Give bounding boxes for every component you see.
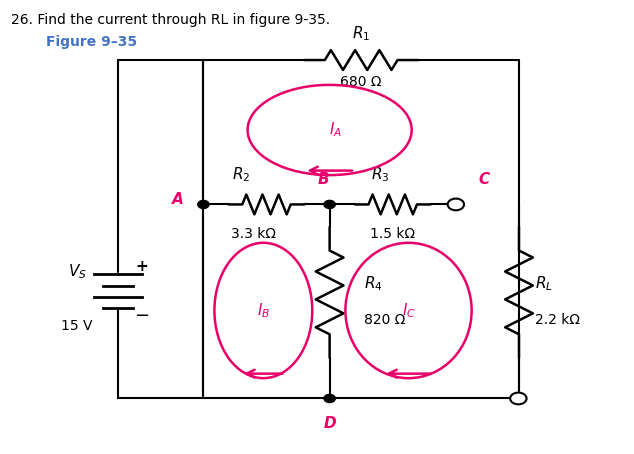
Circle shape — [198, 200, 209, 208]
Text: 1.5 kΩ: 1.5 kΩ — [370, 227, 415, 241]
Text: $R_L$: $R_L$ — [534, 274, 553, 293]
Circle shape — [324, 200, 335, 208]
Text: $V_S$: $V_S$ — [68, 263, 87, 281]
Text: 680 Ω: 680 Ω — [340, 75, 382, 89]
Text: Figure 9–35: Figure 9–35 — [46, 35, 137, 49]
Text: $I_C$: $I_C$ — [401, 301, 415, 320]
Text: $R_3$: $R_3$ — [371, 166, 389, 184]
Text: 2.2 kΩ: 2.2 kΩ — [534, 312, 579, 326]
Text: 3.3 kΩ: 3.3 kΩ — [231, 227, 276, 241]
Text: A: A — [172, 192, 184, 207]
Text: B: B — [318, 172, 329, 187]
Circle shape — [448, 198, 464, 210]
Text: 820 Ω: 820 Ω — [365, 312, 406, 326]
Circle shape — [510, 393, 527, 405]
Text: $R_2$: $R_2$ — [232, 166, 250, 184]
Text: $I_A$: $I_A$ — [330, 121, 342, 139]
Text: −: − — [134, 307, 150, 326]
Text: +: + — [136, 259, 148, 274]
Text: $R_1$: $R_1$ — [352, 25, 370, 43]
Text: D: D — [323, 416, 336, 431]
Text: 15 V: 15 V — [61, 319, 93, 333]
Circle shape — [324, 395, 335, 403]
Text: $R_4$: $R_4$ — [365, 274, 383, 293]
Text: 26. Find the current through RL in figure 9-35.: 26. Find the current through RL in figur… — [11, 13, 330, 27]
Text: C: C — [479, 172, 490, 187]
Text: $I_B$: $I_B$ — [257, 301, 270, 320]
